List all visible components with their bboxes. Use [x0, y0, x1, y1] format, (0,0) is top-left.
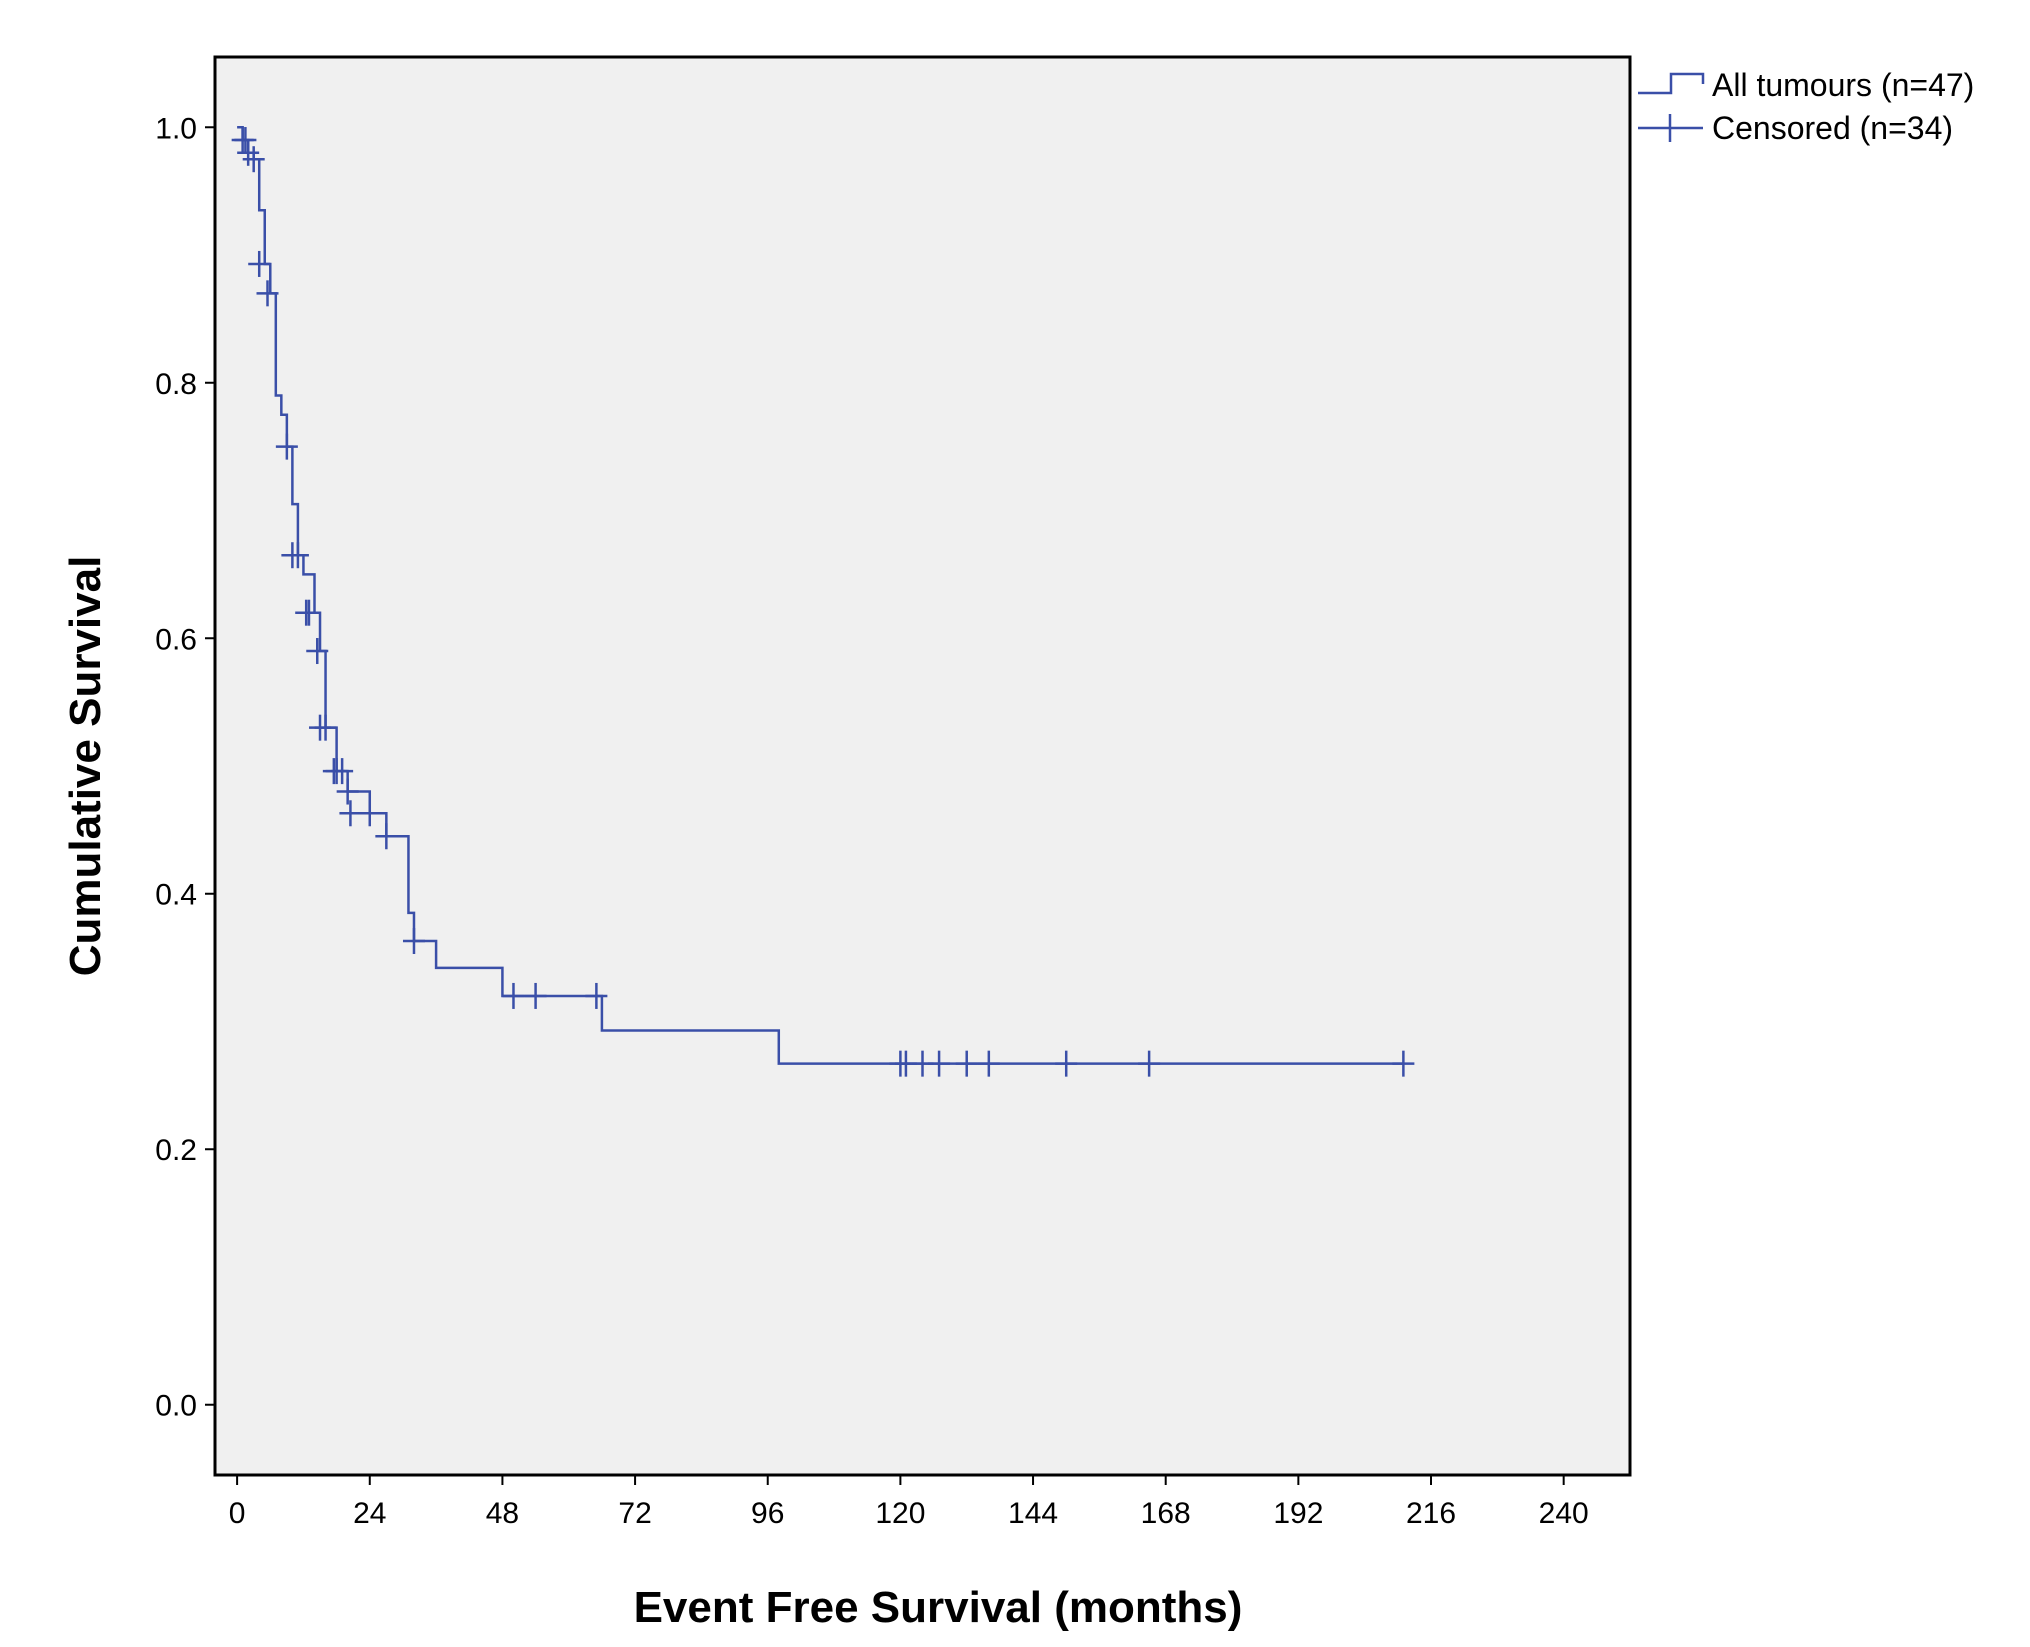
- legend: All tumours (n=47) Censored (n=34): [1638, 67, 1974, 146]
- y-tick-label: 0.6: [155, 623, 197, 656]
- x-tick-label: 192: [1273, 1497, 1323, 1530]
- censor-mark: [585, 982, 608, 1009]
- x-tick-label: 48: [486, 1497, 519, 1530]
- y-axis: 0.0 0.2 0.4 0.6 0.8 1.0: [155, 112, 215, 1423]
- x-tick-label: 144: [1008, 1497, 1058, 1530]
- y-tick-label: 1.0: [155, 112, 197, 145]
- censor-mark: [237, 139, 260, 166]
- x-tick-label: 216: [1406, 1497, 1456, 1530]
- y-axis-title: Cumulative Survival: [61, 556, 110, 977]
- x-tick-label: 24: [353, 1497, 386, 1530]
- censor-mark: [306, 638, 329, 665]
- censor-mark: [1392, 1050, 1415, 1077]
- x-tick-label: 120: [875, 1497, 925, 1530]
- censor-mark: [402, 928, 425, 955]
- y-tick-label: 0.2: [155, 1134, 197, 1167]
- y-tick-label: 0.0: [155, 1390, 197, 1423]
- censor-mark: [234, 127, 257, 154]
- censor-mark: [502, 982, 525, 1009]
- censor-mark: [275, 433, 298, 460]
- censor-mark: [248, 250, 271, 277]
- legend-label-all-tumours: All tumours (n=47): [1712, 67, 1974, 103]
- censor-mark: [524, 982, 547, 1009]
- x-tick-label: 168: [1141, 1497, 1191, 1530]
- x-tick-label: 72: [618, 1497, 651, 1530]
- y-tick-label: 0.8: [155, 368, 197, 401]
- legend-step-icon: [1638, 72, 1705, 95]
- censor-mark: [256, 280, 279, 307]
- plot-area: [213, 55, 1632, 1477]
- censor-mark: [358, 800, 381, 827]
- censor-mark: [928, 1050, 951, 1077]
- censor-mark: [314, 714, 337, 741]
- x-tick-label: 240: [1539, 1497, 1589, 1530]
- censor-mark: [297, 599, 320, 626]
- censor-mark: [1138, 1050, 1161, 1077]
- censor-mark: [331, 758, 354, 785]
- censor-mark: [339, 800, 362, 827]
- x-tick-label: 96: [751, 1497, 784, 1530]
- series-group: [231, 126, 1415, 1077]
- censor-mark: [375, 823, 398, 850]
- censor-mark: [955, 1050, 978, 1077]
- legend-label-censored: Censored (n=34): [1712, 110, 1953, 146]
- censor-mark: [286, 542, 309, 569]
- survival-step-line: [237, 126, 1404, 1065]
- censor-mark: [242, 146, 265, 173]
- y-tick-label: 0.4: [155, 879, 197, 912]
- censor-mark: [977, 1050, 1000, 1077]
- x-axis-title: Event Free Survival (months): [634, 1583, 1243, 1632]
- censor-mark: [336, 778, 359, 805]
- x-axis: 0 24 48 72 96 120 144 168 192 216 240: [229, 1475, 1589, 1530]
- censor-mark: [1055, 1050, 1078, 1077]
- x-tick-label: 0: [229, 1497, 246, 1530]
